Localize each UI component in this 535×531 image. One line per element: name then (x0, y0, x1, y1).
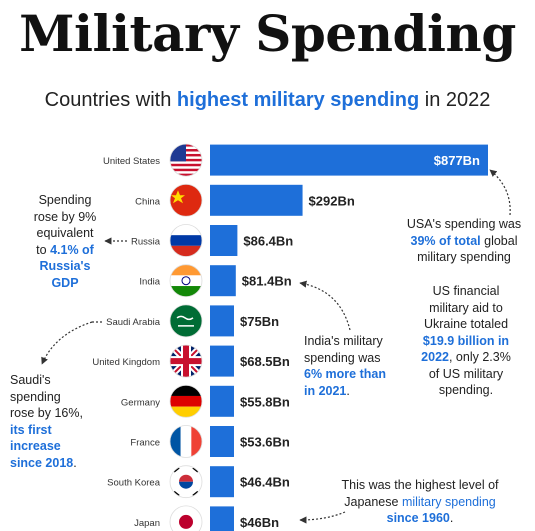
us-ukraine-aid-note: US financial military aid to Ukraine tot… (421, 284, 511, 397)
japan-note-connector (299, 511, 346, 524)
uk-flag-outline (169, 344, 203, 378)
value-label: $75Bn (240, 314, 279, 329)
chart-row: Germany $55.8Bn (121, 384, 290, 418)
country-label: Russia (131, 237, 161, 248)
germany-flag-icon (170, 385, 202, 418)
india-flag-icon (170, 264, 202, 297)
subtitle-suffix: in 2022 (419, 89, 491, 111)
saudi-note-connector (41, 321, 93, 365)
subtitle-prefix: Countries with (44, 89, 177, 111)
russia-flag-outline (169, 224, 203, 257)
china-flag-outline (169, 183, 203, 217)
bar (210, 506, 234, 531)
usa-flag-outline (169, 143, 203, 177)
bar (210, 466, 234, 498)
value-label: $292Bn (309, 193, 355, 208)
japan-flag-outline (169, 505, 203, 531)
bar (210, 225, 238, 256)
value-label: $68.5Bn (240, 354, 290, 369)
chart-row: France $53.6Bn (130, 425, 290, 458)
value-label: $877Bn (434, 153, 480, 168)
value-label: $46.4Bn (240, 475, 290, 490)
saudi-spending-note: Saudi's spending rose by 16%, its first … (10, 373, 83, 470)
chart-row: Japan $46Bn (134, 505, 279, 531)
russia-gdp-note: Spending rose by 9% equivalent to 4.1% o… (33, 193, 97, 290)
chart-row: South Korea $46.4Bn (107, 465, 290, 499)
value-label: $81.4Bn (242, 274, 292, 289)
chart-row: United Kingdom $68.5Bn (92, 344, 290, 378)
value-label: $53.6Bn (240, 435, 290, 450)
chart-row: China $292Bn (135, 183, 355, 217)
bar (210, 426, 234, 457)
bar (210, 265, 236, 297)
usa-share-note: USA's spending was 39% of total global m… (406, 217, 522, 264)
country-label: France (130, 438, 160, 449)
country-label: Japan (134, 518, 160, 529)
saudi-arabia-flag-icon (170, 304, 202, 337)
bar (210, 184, 303, 216)
country-label: China (135, 196, 161, 207)
value-label: $55.8Bn (240, 394, 290, 409)
japan-spending-note: This was the highest level of Japanese m… (341, 478, 499, 525)
germany-flag-outline (169, 384, 203, 418)
chart-row: Russia $86.4Bn (131, 224, 293, 257)
subtitle-highlight: highest military spending (176, 89, 420, 111)
russia-flag-icon (170, 224, 202, 257)
uk-flag-icon (170, 345, 202, 378)
south-korea-flag-outline (169, 465, 203, 499)
china-flag-icon (170, 184, 202, 217)
country-label: Saudi Arabia (106, 317, 161, 328)
bar (210, 345, 234, 377)
country-label: India (139, 277, 160, 288)
saudi-arabia-flag-outline (169, 304, 203, 338)
country-label: South Korea (107, 478, 161, 489)
country-label: United Kingdom (92, 357, 160, 368)
japan-flag-icon (170, 505, 202, 531)
annotation-connectors (41, 169, 511, 524)
bar (210, 144, 488, 176)
bar (210, 385, 234, 417)
value-label: $86.4Bn (243, 234, 293, 249)
chart-row: Saudi Arabia $75Bn (106, 304, 279, 338)
india-spending-note: India's military spending was 6% more th… (304, 334, 386, 398)
india-note-connector (299, 280, 351, 331)
usa-flag-icon (170, 144, 202, 177)
chart-row: United States $877Bn (103, 143, 488, 177)
south-korea-flag-icon (170, 465, 202, 498)
page-title: Military Spending (19, 4, 516, 63)
country-label: Germany (121, 397, 160, 408)
france-flag-icon (170, 425, 202, 458)
india-flag-outline (169, 264, 203, 298)
country-label: United States (103, 156, 160, 167)
value-label: $46Bn (240, 515, 279, 530)
usa-note-connector (489, 169, 511, 216)
chart-row: India $81.4Bn (139, 264, 292, 298)
page-subtitle: Countries with highest military spending… (0, 87, 535, 113)
france-flag-outline (169, 425, 203, 458)
bar (210, 305, 234, 337)
